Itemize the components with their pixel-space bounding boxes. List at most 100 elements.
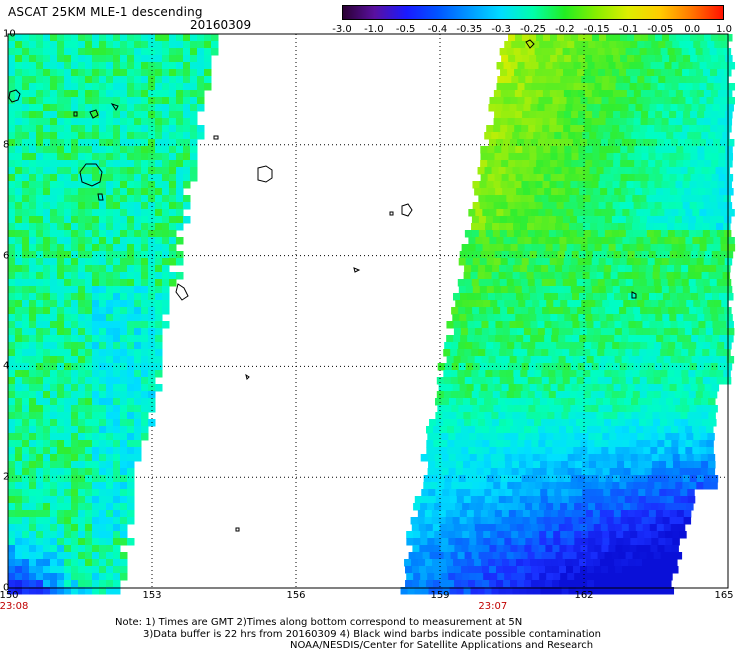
swath-cell [568, 489, 576, 497]
swath-cell [585, 160, 593, 168]
swath-cell [57, 209, 65, 217]
swath-cell [640, 405, 648, 413]
swath-cell [113, 545, 121, 553]
swath-cell [660, 48, 669, 56]
swath-cell [490, 573, 498, 581]
swath-cell [113, 356, 121, 364]
swath-cell [628, 335, 636, 343]
swath-cell [657, 440, 665, 448]
swath-cell [611, 552, 620, 560]
swath-cell [71, 195, 79, 203]
swath-cell [127, 34, 135, 42]
swath-cell [581, 76, 589, 84]
swath-cell [507, 307, 515, 315]
swath-cell [127, 83, 135, 91]
swath-cell [702, 377, 711, 385]
swath-cell [456, 398, 464, 406]
swath-cell [162, 146, 170, 154]
swath-cell [629, 545, 637, 553]
swath-cell [630, 454, 639, 462]
swath-cell [562, 230, 571, 238]
swath-cell [521, 181, 529, 189]
swath-cell [491, 587, 500, 595]
swath-cell [514, 342, 522, 350]
swath-cell [592, 517, 601, 525]
swath-cell [435, 496, 444, 504]
swath-cell [540, 489, 548, 497]
swath-cell [630, 433, 638, 441]
swath-cell [672, 433, 680, 441]
swath-cell [445, 384, 454, 392]
swath-cell [120, 384, 128, 392]
swath-cell [155, 370, 163, 378]
swath-cell [437, 475, 446, 483]
swath-cell [536, 314, 544, 322]
swath-cell [57, 160, 65, 168]
swath-cell [120, 447, 128, 455]
swath-cell [500, 405, 508, 413]
swath-cell [496, 83, 505, 91]
swath-cell [475, 209, 483, 217]
swath-cell [588, 454, 597, 462]
swath-cell [597, 370, 605, 378]
swath-cell [36, 146, 44, 154]
swath-cell [624, 461, 632, 469]
swath-cell [57, 321, 65, 329]
swath-cell [8, 377, 16, 385]
swath-cell [585, 510, 594, 518]
swath-cell [120, 538, 128, 546]
swath-cell [530, 321, 538, 329]
swath-cell [535, 69, 543, 77]
swath-cell [601, 447, 609, 455]
swath-cell [537, 321, 545, 329]
swath-cell [420, 573, 428, 581]
swath-cell [169, 237, 177, 245]
swath-cell [43, 384, 51, 392]
swath-cell [698, 356, 707, 364]
swath-cell [92, 41, 100, 49]
swath-cell [162, 34, 170, 42]
swath-cell [676, 251, 685, 259]
swath-cell [92, 167, 100, 175]
swath-cell [36, 272, 44, 280]
swath-cell [64, 412, 72, 420]
swath-cell [162, 195, 170, 203]
swath-cell [8, 69, 16, 77]
swath-cell [648, 55, 656, 63]
swath-cell [468, 244, 477, 252]
swath-cell [570, 181, 578, 189]
swath-cell [50, 300, 58, 308]
swath-cell [489, 244, 498, 252]
swath-cell [498, 587, 507, 595]
swath-cell [645, 412, 653, 420]
swath-cell [502, 293, 510, 301]
swath-cell [615, 237, 623, 245]
swath-cell [78, 503, 86, 511]
swath-cell [113, 244, 121, 252]
swath-cell [696, 258, 705, 266]
swath-cell [106, 524, 114, 532]
swath-cell [462, 573, 470, 581]
swath-cell [15, 97, 23, 105]
swath-cell [665, 531, 673, 539]
swath-cell [155, 342, 163, 350]
swath-cell [640, 125, 648, 133]
swath-cell [706, 447, 714, 455]
swath-cell [511, 503, 519, 511]
swath-cell [134, 307, 142, 315]
swath-cell [615, 209, 623, 217]
swath-cell [43, 573, 51, 581]
swath-cell [661, 286, 670, 294]
swath-cell [85, 342, 93, 350]
swath-cell [71, 335, 79, 343]
swath-cell [660, 349, 668, 357]
swath-cell [162, 167, 170, 175]
swath-cell [71, 160, 79, 168]
swath-cell [106, 356, 114, 364]
swath-cell [99, 300, 107, 308]
swath-cell [649, 356, 658, 364]
swath-cell [639, 419, 647, 427]
swath-cell [623, 454, 632, 462]
swath-cell [712, 104, 720, 112]
swath-cell [141, 307, 149, 315]
